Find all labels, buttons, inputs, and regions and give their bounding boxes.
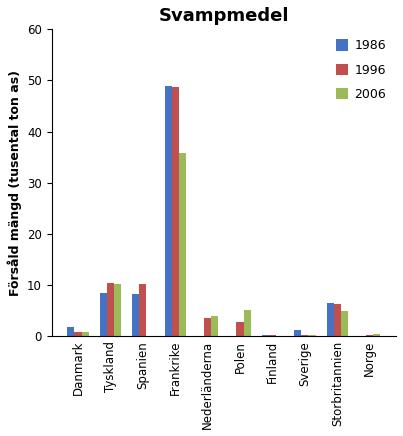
Bar — [366, 334, 373, 336]
Bar — [237, 322, 244, 336]
Bar — [211, 316, 218, 336]
Bar — [172, 87, 179, 336]
Bar — [114, 284, 121, 336]
Bar — [107, 283, 114, 336]
Bar — [341, 310, 348, 336]
Bar — [139, 284, 146, 336]
Bar — [81, 333, 89, 336]
Bar — [269, 335, 276, 336]
Y-axis label: Försåld mängd (tusental ton as): Försåld mängd (tusental ton as) — [7, 70, 21, 296]
Bar — [308, 335, 316, 336]
Bar — [373, 334, 380, 336]
Bar — [326, 303, 334, 336]
Bar — [132, 294, 139, 336]
Title: Svampmedel: Svampmedel — [159, 7, 289, 25]
Bar — [334, 304, 341, 336]
Bar — [244, 310, 251, 336]
Bar — [67, 327, 75, 336]
Bar — [204, 318, 211, 336]
Bar — [100, 293, 107, 336]
Legend: 1986, 1996, 2006: 1986, 1996, 2006 — [332, 35, 390, 105]
Bar — [75, 332, 81, 336]
Bar — [262, 334, 269, 336]
Bar — [294, 330, 301, 336]
Bar — [179, 153, 186, 336]
Bar — [164, 85, 172, 336]
Bar — [301, 334, 308, 336]
